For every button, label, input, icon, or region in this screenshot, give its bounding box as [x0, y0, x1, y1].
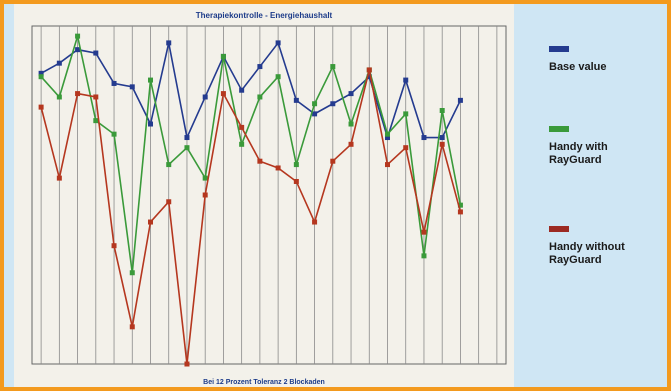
legend-label-handy-without-rayguard: Handy without RayGuard — [549, 241, 625, 266]
data-point-0-8 — [184, 135, 190, 141]
data-point-1-12 — [257, 94, 263, 100]
data-point-0-5 — [129, 84, 135, 90]
legend: Base value Handy with RayGuard Handy wit… — [549, 4, 667, 387]
legend-label-handy-with-rayguard: Handy with RayGuard — [549, 141, 608, 166]
data-point-0-12 — [257, 64, 263, 70]
data-point-1-21 — [421, 253, 427, 259]
data-point-2-19 — [385, 162, 390, 168]
data-point-0-14 — [293, 97, 299, 103]
data-point-0-19 — [385, 135, 390, 141]
series-layer — [38, 33, 463, 367]
legend-item-base-value: Base value — [549, 46, 634, 74]
data-point-2-12 — [257, 158, 263, 164]
data-point-1-10 — [220, 53, 226, 59]
data-point-0-7 — [166, 40, 172, 46]
data-point-1-17 — [348, 121, 354, 127]
data-point-0-22 — [439, 135, 445, 141]
data-point-0-6 — [148, 121, 153, 127]
data-point-1-19 — [385, 131, 390, 137]
series-line-1 — [40, 35, 462, 273]
series-line-2 — [40, 69, 462, 365]
data-point-1-15 — [312, 101, 318, 107]
data-point-2-9 — [202, 192, 208, 198]
legend-label-base-value: Base value — [549, 61, 607, 73]
x-axis-label: Bei 12 Prozent Toleranz 2 Blockaden — [203, 379, 325, 386]
data-point-0-9 — [202, 94, 208, 100]
line-chart: Therapiekontrolle - Energiehaushalt Bei … — [31, 11, 507, 386]
data-point-2-22 — [439, 141, 445, 147]
data-point-0-0 — [38, 70, 44, 76]
data-point-0-20 — [403, 77, 409, 83]
plot-area — [31, 25, 507, 365]
data-point-2-4 — [111, 243, 117, 249]
data-point-0-1 — [56, 60, 62, 66]
data-point-0-4 — [111, 80, 117, 86]
data-point-0-13 — [275, 40, 281, 46]
data-point-1-11 — [239, 141, 245, 147]
data-point-1-13 — [275, 74, 281, 80]
data-point-0-23 — [457, 97, 463, 103]
data-point-0-2 — [75, 47, 81, 53]
data-point-1-22 — [439, 108, 445, 113]
data-point-2-5 — [129, 324, 135, 330]
data-point-0-11 — [239, 87, 245, 93]
data-point-1-3 — [93, 118, 99, 124]
data-point-1-0 — [38, 74, 44, 80]
data-point-0-18 — [366, 74, 372, 80]
data-point-2-21 — [421, 229, 427, 235]
data-point-1-7 — [166, 162, 172, 168]
data-point-2-0 — [38, 104, 44, 110]
data-point-2-20 — [403, 145, 409, 151]
grid-lines — [40, 26, 498, 364]
data-point-1-14 — [293, 162, 299, 168]
data-point-2-17 — [348, 141, 354, 147]
data-point-2-14 — [293, 178, 299, 184]
data-point-0-3 — [93, 50, 99, 56]
data-point-2-16 — [330, 158, 336, 164]
data-point-1-5 — [129, 270, 135, 276]
data-point-1-16 — [330, 64, 336, 70]
data-point-2-1 — [56, 175, 62, 181]
plot-card: Therapiekontrolle - Energiehaushalt Bei … — [14, 4, 514, 387]
data-point-2-6 — [148, 219, 153, 225]
data-point-2-3 — [93, 94, 99, 100]
legend-item-handy-with-rayguard: Handy with RayGuard — [549, 126, 634, 167]
series-1 — [38, 33, 463, 276]
data-point-1-8 — [184, 145, 190, 151]
series-line-0 — [40, 41, 462, 141]
data-point-2-8 — [184, 361, 190, 367]
legend-swatch-handy-without-rayguard — [549, 226, 569, 232]
data-point-1-2 — [75, 33, 81, 39]
data-point-2-7 — [166, 199, 172, 205]
data-point-2-11 — [239, 124, 245, 130]
data-point-2-15 — [312, 219, 318, 225]
data-point-1-9 — [202, 175, 208, 181]
data-point-2-18 — [366, 67, 372, 73]
chart-title: Therapiekontrolle - Energiehaushalt — [196, 11, 333, 20]
data-point-1-20 — [403, 111, 409, 117]
data-point-2-2 — [75, 91, 81, 97]
chart-frame: Therapiekontrolle - Energiehaushalt Bei … — [4, 4, 667, 387]
data-point-0-15 — [312, 111, 318, 117]
data-point-2-23 — [457, 209, 463, 215]
data-point-2-13 — [275, 165, 281, 171]
legend-item-handy-without-rayguard: Handy without RayGuard — [549, 226, 634, 267]
series-2 — [38, 67, 463, 367]
legend-swatch-handy-with-rayguard — [549, 126, 569, 132]
data-point-1-23 — [457, 202, 463, 208]
data-point-0-16 — [330, 101, 336, 107]
data-point-0-17 — [348, 91, 354, 97]
data-point-1-6 — [148, 77, 153, 83]
data-point-1-1 — [56, 94, 62, 100]
data-point-0-21 — [421, 135, 427, 141]
data-point-2-10 — [220, 91, 226, 97]
data-point-1-4 — [111, 131, 117, 137]
legend-swatch-base-value — [549, 46, 569, 52]
